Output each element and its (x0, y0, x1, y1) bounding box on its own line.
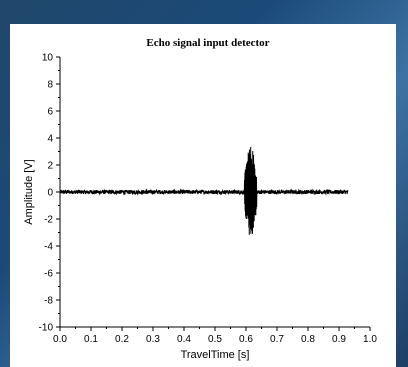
chart-title: Echo signal input detector (146, 37, 269, 49)
x-tick-label: 0.8 (301, 334, 315, 345)
y-tick-label: -2 (44, 215, 53, 226)
y-tick-label: 8 (47, 80, 53, 91)
x-axis-label: TravelTime [s] (181, 349, 250, 361)
series-group (59, 146, 349, 235)
y-tick-label: 10 (42, 53, 54, 64)
x-tick-group: 0.0 0.1 0.2 0.3 0.4 0.5 0.6 0.7 0.8 0.9 1.0 (53, 327, 377, 345)
y-tick-label: 6 (47, 107, 53, 118)
x-tick-label: 0.5 (208, 334, 222, 345)
x-tick-label: 0.4 (177, 334, 191, 345)
x-tick-label: 0.2 (115, 334, 129, 345)
chart-panel (10, 24, 396, 367)
y-tick-label: -8 (44, 296, 53, 307)
y-tick-group: 10 8 6 4 2 0 -2 -4 -6 -8 -10 (39, 53, 60, 334)
y-tick-label: -4 (44, 242, 53, 253)
x-tick-label: 1.0 (363, 334, 377, 345)
x-tick-label: 0.1 (84, 334, 98, 345)
signal-series-line (59, 146, 349, 235)
y-tick-label: 4 (47, 134, 53, 145)
x-tick-label: 0.6 (239, 334, 253, 345)
x-tick-label: 0.7 (270, 334, 284, 345)
x-tick-label: 0.3 (146, 334, 160, 345)
x-tick-label: 0.0 (53, 334, 67, 345)
y-tick-label: -10 (39, 323, 54, 334)
y-tick-label: 0 (47, 188, 53, 199)
y-tick-label: -6 (44, 269, 53, 280)
y-tick-label: 2 (47, 161, 53, 172)
y-axis-label: Amplitude [V] (23, 159, 35, 224)
x-tick-label: 0.9 (332, 334, 346, 345)
